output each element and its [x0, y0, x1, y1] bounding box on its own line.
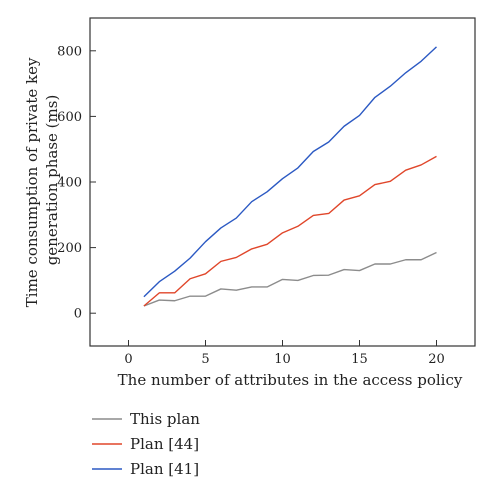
axes: [89, 17, 476, 347]
legend-label: Plan [44]: [130, 435, 199, 453]
y-tick-label: 800: [57, 44, 82, 59]
legend-label: This plan: [130, 410, 200, 428]
x-axis-title: The number of attributes in the access p…: [118, 371, 463, 389]
series-line-plan-44: [143, 155, 437, 307]
x-tick-label: 15: [351, 352, 368, 367]
x-tick-label: 0: [124, 352, 132, 367]
x-tick-label: 20: [428, 352, 445, 367]
series-lines: [143, 46, 437, 307]
x-tick-label: 5: [201, 352, 209, 367]
y-tick-label: 600: [57, 110, 82, 125]
y-axis-title: Time consumption of private key generati…: [23, 53, 61, 307]
y-axis-title-line-2: generation phase (ms): [43, 95, 61, 266]
y-tick-label: 0: [74, 307, 82, 322]
y-tick-label: 400: [57, 176, 82, 191]
legend: This plan Plan [44] Plan [41]: [92, 410, 200, 478]
y-tick-label: 200: [57, 241, 82, 256]
y-axis-title-line-1: Time consumption of private key: [23, 57, 41, 307]
x-axis-ticks: 0 5 10 15 20: [124, 340, 445, 367]
y-axis-ticks: 0 200 400 600 800: [57, 44, 96, 322]
plot-frame: [89, 17, 476, 347]
x-tick-label: 10: [274, 352, 291, 367]
series-line-this-plan: [143, 251, 437, 307]
legend-label: Plan [41]: [130, 460, 199, 478]
series-line-plan-41: [143, 46, 437, 298]
